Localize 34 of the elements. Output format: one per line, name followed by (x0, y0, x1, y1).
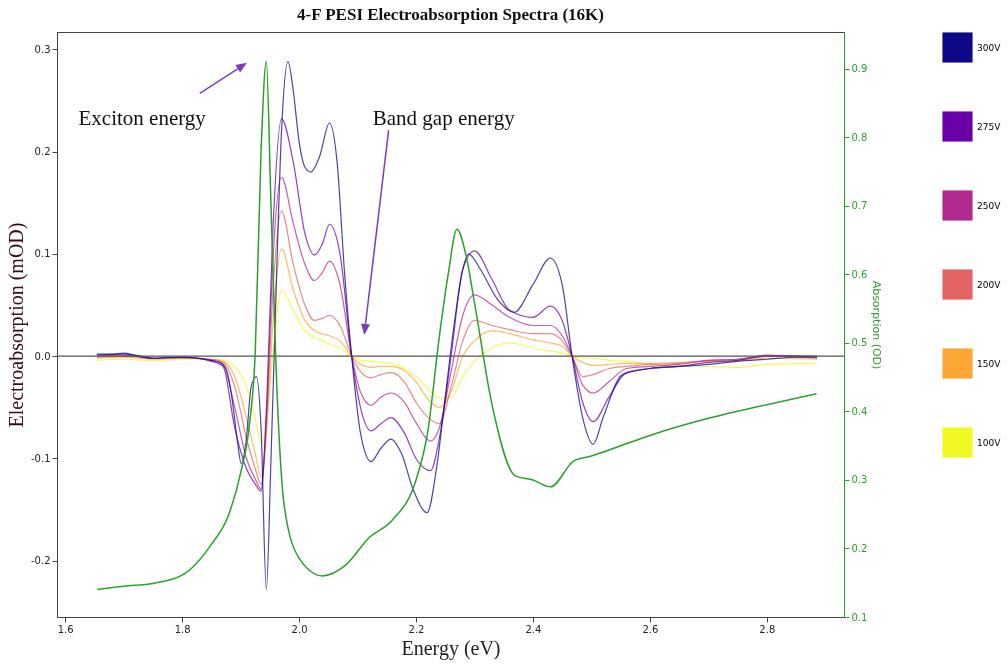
legend-label: 150V (977, 358, 1002, 369)
y2-tick-label: 0.9 (851, 63, 868, 75)
legend-label: 250V (977, 200, 1002, 211)
y2-tick-label: 0.2 (851, 543, 868, 554)
y2-tick-label: 0.3 (851, 474, 868, 486)
y-tick-label: 0.0 (34, 350, 51, 362)
y2-tick-label: 0.7 (851, 200, 868, 212)
x-tick-label: 2.0 (291, 623, 308, 635)
x-tick-label: 2.6 (642, 623, 659, 635)
x-tick-label: 2.2 (408, 623, 425, 635)
y2-tick-label: 0.4 (851, 406, 868, 417)
x-tick-label: 1.8 (174, 623, 191, 635)
y2-tick-label: 0.8 (851, 131, 868, 143)
x-axis-title: Energy (eV) (401, 636, 501, 660)
x-tick-label: 2.4 (525, 623, 542, 635)
legend-label: 275V (977, 121, 1002, 132)
x-tick-label: 2.8 (759, 623, 776, 635)
y-axis-title: Electroabsorption (mOD) (4, 222, 28, 428)
y2-axis-title: Absorption (OD) (870, 280, 884, 370)
annotation: Band gap energy (372, 105, 516, 130)
annotation: Exciton energy (78, 105, 207, 130)
y2-tick-label: 0.5 (851, 337, 868, 349)
y-tick-label: -0.1 (30, 452, 51, 464)
y2-tick-label: 0.6 (851, 268, 868, 280)
legend-label: 300V (977, 42, 1002, 53)
y-tick-label: 0.2 (34, 146, 51, 158)
y2-tick-label: 0.1 (851, 611, 868, 623)
chart-title: 4-F PESI Electroabsorption Spectra (16K) (297, 5, 604, 24)
y-tick-label: 0.1 (34, 248, 51, 260)
x-tick-label: 1.6 (57, 623, 74, 635)
y-tick-label: -0.2 (30, 555, 51, 567)
legend-label: 200V (977, 279, 1002, 290)
y-tick-label: 0.3 (34, 43, 51, 55)
legend-label: 100V (977, 437, 1002, 448)
